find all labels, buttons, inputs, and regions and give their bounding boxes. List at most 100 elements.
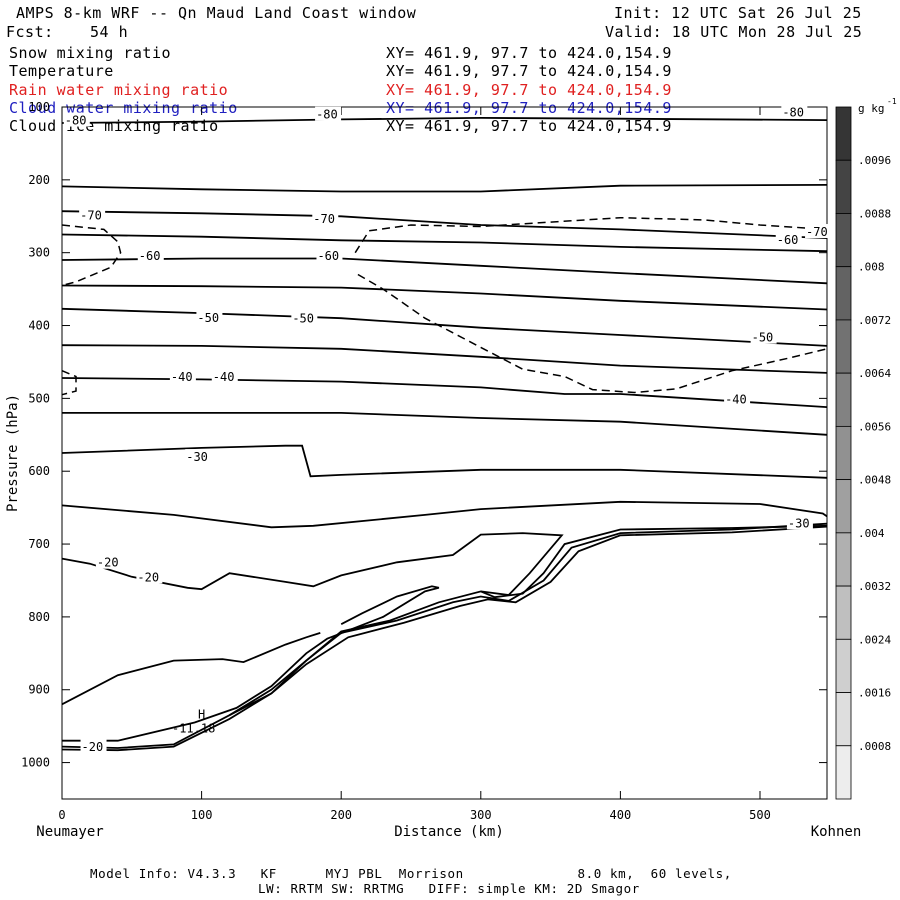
colorbar: .0096 .0088 .008 .0072 .0064 .0056 .0048 .004 .0… [835,106,891,800]
cloud-ice-contour [354,216,828,254]
colorbar-swatch [835,425,852,481]
contour-label-bg [169,368,196,383]
temperature-contour [61,377,828,408]
terrain-contour [61,525,828,752]
contour-label-bg [291,310,318,325]
contour-label: -30 [186,450,208,464]
temperature-contour [61,500,828,529]
colorbar-tick-label: .008 [858,261,885,274]
fcst-value: 54 h [90,23,129,41]
x-tick-label: 300 [470,808,492,822]
x-left-label: Neumayer [36,824,103,840]
contour-label-bg [312,210,339,225]
high-marker-value: -11.18 [172,722,215,736]
x-right-label: Kohnen [811,824,862,840]
colorbar-swatch [835,532,852,587]
temperature-contour [229,524,828,716]
colorbar-swatch [835,479,852,534]
chart-title: AMPS 8-km WRF -- Qn Maud Land Coast wind… [16,4,417,22]
contour-label-bg [805,224,832,239]
y-tick-label: 800 [28,610,50,624]
x-tick-label: 400 [610,808,632,822]
contour-label: -30 [788,516,810,530]
y-tick-label: 600 [28,464,50,478]
colorbar-swatch [835,638,852,693]
terrain-contours [61,522,828,752]
contour-label-bg [136,569,163,584]
contour-label: -60 [317,249,339,263]
cloud-ice-contour [61,370,77,396]
temperature-contour [61,444,828,479]
x-tick-label: 100 [191,808,213,822]
temperature-contour [61,307,828,347]
high-marker-symbol: H [198,708,205,722]
contour-label: -50 [292,312,314,326]
field-xy: XY= 461.9, 97.7 to 424.0,154.9 [386,62,672,81]
contour-label-bg [781,104,808,119]
temperature-contour [62,585,440,742]
init-time: Init: 12 UTC Sat 26 Jul 25 [614,4,862,22]
terrain-contour [61,522,828,749]
contour-label: -80 [65,114,87,128]
contour-label-bg [211,368,238,383]
y-tick-label: 200 [28,173,50,187]
y-tick-label: 1000 [21,756,50,770]
y-tick-label: 900 [28,683,50,697]
temperature-contour [61,532,564,596]
contour-label-bg [786,515,813,530]
temperature-contour [61,116,828,124]
colorbar-swatch [835,585,852,640]
valid-time: Valid: 18 UTC Mon 28 Jul 25 [605,23,863,41]
fcst-label: Fcst: [6,23,54,41]
contour-label: -60 [139,249,161,263]
colorbar-tick-label: .0048 [858,474,891,487]
temperature-contour [61,210,828,239]
contour-label: -40 [213,370,235,384]
colorbar-tick-label: .0016 [858,687,891,700]
contour-label-bg [775,232,802,247]
contour-label-bg [750,329,777,344]
y-tick-label: 400 [28,319,50,333]
field-xy: XY= 461.9, 97.7 to 424.0,154.9 [386,80,672,99]
axis-ticks: 0 100 200 300 400 500 100 200 300 400 500 600 700 800… [21,100,827,822]
colorbar-tick-label: .004 [858,527,885,540]
temperature-contour [61,284,828,311]
colorbar-swatch [835,319,852,374]
contour-label: -80 [782,106,804,120]
y-tick-label: 300 [28,246,50,260]
field-xy: XY= 461.9, 97.7 to 424.0,154.9 [386,98,672,117]
contour-label: -70 [80,208,102,222]
temperature-contour [62,412,828,436]
colorbar-swatch [835,745,852,800]
x-axis-label: Distance (km) [394,824,504,840]
field-xy: XY= 461.9, 97.7 to 424.0,154.9 [386,44,672,62]
colorbar-swatch [835,692,852,747]
field-name: Snow mixing ratio [9,44,172,62]
contour-label-bg [724,391,751,406]
contour-label-bg [316,248,343,263]
contour-label: -20 [97,556,119,570]
contour-label-bg [80,739,107,754]
y-tick-label: 500 [28,391,50,405]
colorbar-tick-label: .0096 [858,154,891,167]
colorbar-swatch [835,372,852,427]
temperature-contours [61,116,828,742]
colorbar-tick-label: .0064 [858,367,891,380]
field-xy: XY= 461.9, 97.7 to 424.0,154.9 [386,117,672,136]
x-tick-label: 500 [749,808,771,822]
contour-label-bg [196,309,223,324]
colorbar-tick-label: .0056 [858,420,891,433]
contour-labels: -80 -80 -80 -70 -70 -70 -60 -60 -60 -50 -50 -50 -40 -… [63,104,832,754]
colorbar-swatch [835,213,852,268]
contour-label: -60 [777,233,799,247]
contour-label: -80 [316,108,338,122]
contour-label-bg [79,207,106,222]
contour-label: -40 [725,393,747,407]
contour-label: -20 [137,570,159,584]
colorbar-tick-label: .0072 [858,314,891,327]
colorbar-tick-label: .0032 [858,580,891,593]
cloud-ice-contours [61,216,828,396]
cloud-ice-contour [357,273,828,394]
footer-line-2: LW: RRTM SW: RRTMG DIFF: simple KM: 2D S… [258,881,640,896]
